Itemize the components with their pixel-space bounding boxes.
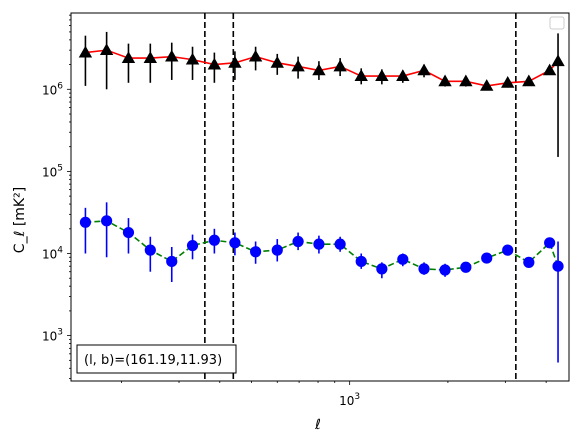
data-point-triangle — [291, 59, 305, 72]
data-point-circle — [101, 215, 113, 227]
data-point-circle — [79, 216, 92, 228]
data-point-triangle — [417, 63, 431, 76]
data-point-circle — [376, 263, 388, 275]
data-point-triangle — [270, 56, 284, 68]
data-point-circle — [460, 261, 472, 273]
data-point-triangle — [143, 51, 158, 63]
data-point-circle — [122, 226, 135, 239]
data-point-circle — [166, 255, 178, 268]
data-point-triangle — [185, 52, 200, 65]
data-point-triangle — [121, 51, 136, 63]
data-point-triangle — [438, 74, 452, 87]
data-point-triangle — [480, 79, 494, 91]
data-point-triangle — [99, 43, 114, 56]
data-point-triangle — [501, 75, 515, 88]
y-tick-label: 105 — [42, 163, 63, 179]
data-point-triangle — [354, 69, 368, 81]
data-point-circle — [250, 246, 262, 258]
data-point-circle — [397, 253, 409, 265]
data-point-triangle — [228, 56, 242, 68]
data-point-circle — [229, 237, 241, 249]
x-axis-label: ℓ — [314, 417, 321, 433]
data-point-triangle — [459, 74, 473, 87]
data-point-circle — [208, 234, 220, 246]
data-point-triangle — [207, 57, 222, 70]
data-point-circle — [439, 264, 451, 276]
data-point-circle — [544, 237, 556, 249]
series-triangle — [78, 31, 565, 157]
data-point-circle — [355, 255, 367, 268]
data-point-triangle — [248, 49, 263, 62]
data-point-circle — [313, 238, 325, 250]
data-point-triangle — [522, 74, 536, 87]
y-axis-label: C_ℓ [mK²] — [12, 187, 28, 253]
x-tick-label: 103 — [339, 392, 360, 408]
data-point-circle — [523, 256, 535, 268]
y-tick-label: 106 — [42, 81, 63, 97]
legend-box — [549, 16, 565, 30]
annotation-box: (l, b)=(161.19,11.93) — [76, 344, 237, 374]
y-tick-label: 104 — [42, 246, 63, 262]
data-point-circle — [144, 244, 156, 256]
annotation-text: (l, b)=(161.19,11.93) — [84, 353, 222, 368]
data-point-triangle — [551, 54, 565, 67]
data-point-triangle — [78, 45, 93, 58]
data-point-triangle — [542, 63, 557, 76]
data-point-circle — [271, 244, 283, 256]
data-point-circle — [481, 252, 493, 264]
plot-frame — [70, 12, 570, 382]
data-point-triangle — [165, 49, 179, 62]
data-point-triangle — [333, 59, 347, 72]
series-circle — [79, 202, 564, 363]
data-point-circle — [334, 238, 346, 250]
data-point-circle — [418, 263, 430, 275]
axes: 103 104 105 106 103 — [42, 14, 547, 408]
data-point-circle — [502, 244, 514, 256]
data-point-circle — [186, 239, 199, 252]
data-point-circle — [552, 260, 564, 272]
series-layer — [78, 31, 565, 363]
data-point-triangle — [312, 63, 326, 76]
data-point-circle — [292, 235, 304, 248]
y-tick-label: 103 — [42, 328, 63, 344]
data-point-triangle — [375, 69, 389, 81]
vertical-reference-lines — [204, 13, 517, 381]
data-point-triangle — [396, 69, 410, 81]
